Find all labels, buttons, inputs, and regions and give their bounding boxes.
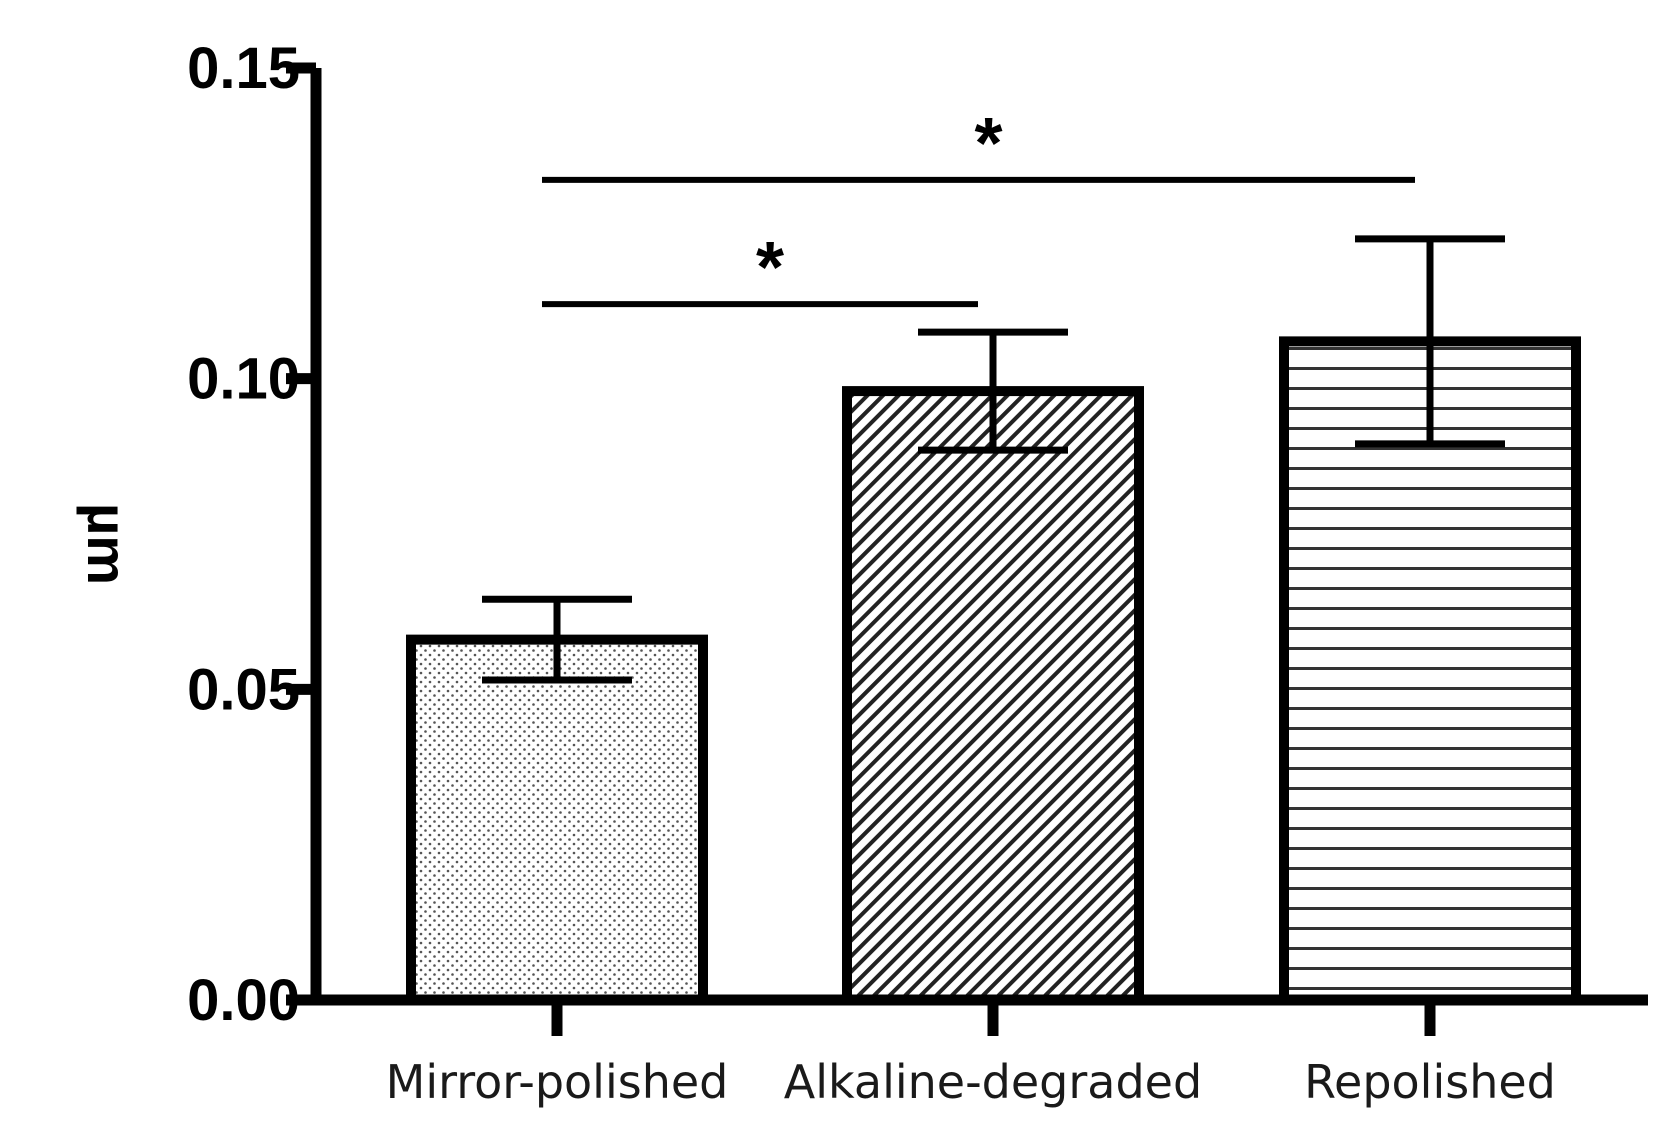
- significance-layer: **: [542, 104, 1415, 308]
- x-tick-label-3: Repolished: [1304, 1055, 1556, 1109]
- x-tick-label-1: Mirror-polished: [386, 1055, 729, 1109]
- x-tick-label-2: Alkaline-degraded: [784, 1055, 1202, 1109]
- y-axis-label: µm: [76, 503, 139, 585]
- y-tick-label-0: 0.00: [187, 968, 300, 1033]
- y-tick-label-3: 0.15: [187, 36, 300, 101]
- significance-marker-2: *: [974, 104, 1002, 184]
- bar-1: [406, 634, 708, 1005]
- significance-marker-1: *: [756, 228, 784, 308]
- bar-2: [842, 386, 1144, 1005]
- error-bars-layer: [482, 235, 1505, 684]
- y-tick-label-2: 0.10: [187, 347, 300, 412]
- y-tick-label-1: 0.05: [187, 657, 300, 722]
- labels-layer: 0.00 0.05 0.10 0.15 Mirror-polished Alkaline-…: [76, 36, 1556, 1109]
- axes-layer: [286, 62, 1648, 1036]
